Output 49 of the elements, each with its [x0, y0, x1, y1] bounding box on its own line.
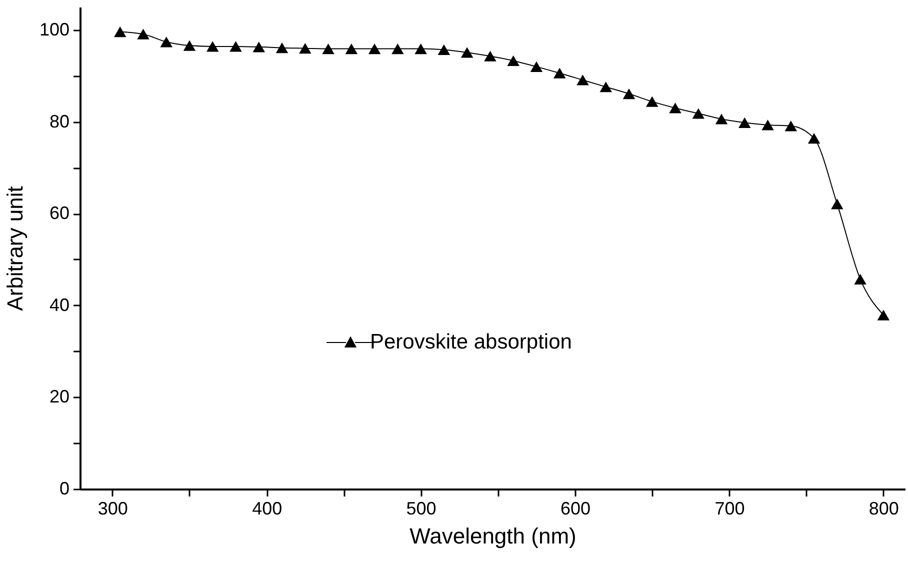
- point: [160, 36, 172, 48]
- point: [762, 120, 774, 130]
- y-tick-label: 80: [49, 111, 70, 132]
- point: [692, 108, 704, 119]
- x-tick-label: 500: [406, 498, 436, 518]
- point: [669, 102, 682, 114]
- y-tick-label: 100: [39, 19, 70, 40]
- point: [576, 74, 589, 86]
- point: [507, 55, 520, 66]
- point: [392, 43, 404, 54]
- point: [738, 117, 751, 128]
- y-tick-label: 60: [49, 203, 70, 224]
- point: [276, 42, 288, 54]
- point: [600, 82, 612, 92]
- point: [484, 50, 496, 62]
- point: [322, 43, 334, 54]
- point: [137, 28, 150, 40]
- point: [414, 43, 427, 54]
- point: [252, 42, 266, 52]
- x-axis-title: Wavelength (nm): [410, 524, 576, 548]
- point: [114, 26, 126, 38]
- x-tick-label: 700: [714, 498, 745, 518]
- y-tick-label: 20: [49, 386, 70, 407]
- point: [530, 61, 543, 72]
- point: [831, 198, 844, 210]
- point: [784, 120, 798, 132]
- point: [553, 68, 566, 78]
- point: [622, 88, 636, 100]
- point: [183, 40, 196, 51]
- point: [368, 43, 381, 54]
- point: [460, 47, 474, 58]
- x-tick-label: 600: [560, 498, 591, 518]
- legend-label: Perovskite absorption: [370, 330, 572, 354]
- y-tick-label: 0: [59, 478, 70, 498]
- point: [715, 114, 728, 124]
- point: [646, 96, 658, 107]
- x-tick-label: 400: [252, 498, 282, 518]
- x-tick-label: 800: [868, 498, 899, 518]
- point: [854, 274, 866, 285]
- point: [206, 41, 219, 52]
- x-tick-label: 300: [98, 498, 128, 518]
- point: [299, 43, 312, 54]
- y-tick-label: 40: [49, 294, 70, 315]
- point: [877, 310, 890, 320]
- point: [808, 132, 820, 144]
- point: [438, 44, 450, 55]
- y-axis-title: Arbitrary unit: [2, 186, 28, 311]
- point: [345, 43, 358, 54]
- point: [230, 41, 242, 52]
